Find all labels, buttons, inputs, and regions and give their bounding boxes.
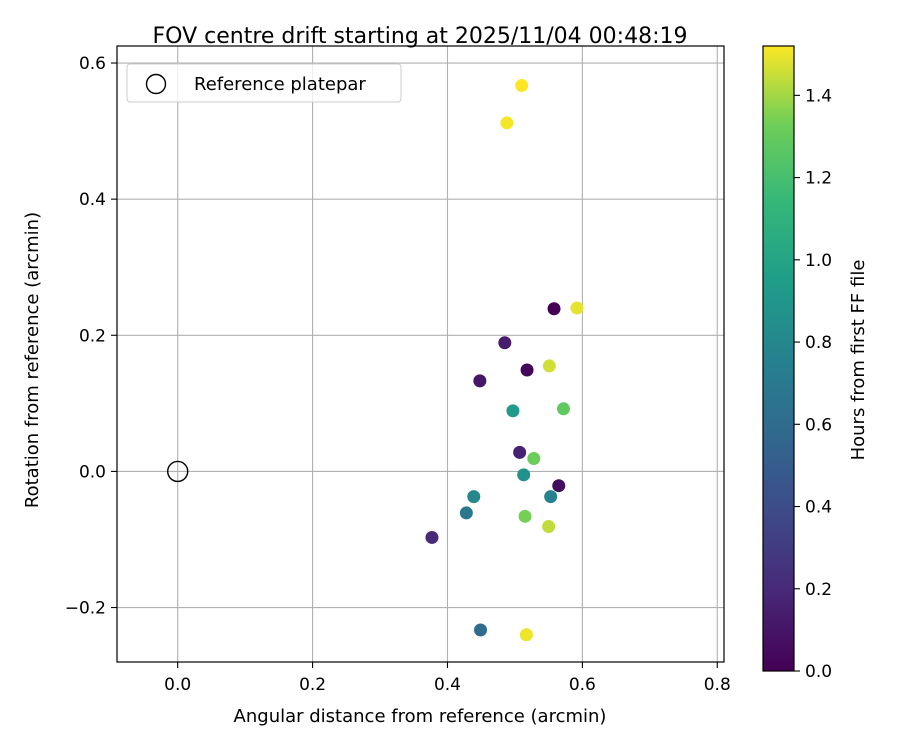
data-point bbox=[519, 628, 533, 642]
legend-marker-icon bbox=[145, 73, 167, 95]
data-point bbox=[527, 451, 541, 465]
colorbar-tick-label: 0.6 bbox=[805, 415, 832, 435]
data-point bbox=[513, 445, 527, 459]
colorbar-tick-label: 0.4 bbox=[805, 498, 832, 518]
data-point bbox=[542, 359, 556, 373]
chart-title: FOV centre drift starting at 2025/11/04 … bbox=[153, 24, 688, 49]
legend-label: Reference platepar bbox=[194, 74, 366, 95]
data-point bbox=[570, 301, 584, 315]
colorbar-label: Hours from first FF file bbox=[848, 260, 869, 461]
data-point bbox=[518, 509, 532, 523]
data-point bbox=[425, 530, 439, 544]
data-point bbox=[542, 520, 556, 534]
colorbar-tick-label: 1.4 bbox=[805, 86, 832, 106]
colorbar-tick-label: 1.0 bbox=[805, 251, 832, 271]
colorbar bbox=[762, 45, 795, 672]
x-tick-label: 0.4 bbox=[434, 675, 461, 695]
grid-lines bbox=[117, 46, 724, 662]
colorbar-tick-label: 1.2 bbox=[805, 169, 832, 189]
y-axis-ticks: −0.2 0.0 0.2 0.4 0.6 bbox=[65, 54, 117, 619]
colorbar-tick-label: 0.2 bbox=[805, 580, 832, 600]
data-point bbox=[552, 479, 566, 493]
colorbar-tick-label: 0.8 bbox=[805, 333, 832, 353]
x-tick-label: 0.0 bbox=[164, 675, 191, 695]
legend: Reference platepar bbox=[126, 63, 402, 103]
data-point bbox=[517, 468, 531, 482]
data-point bbox=[506, 404, 520, 418]
x-tick-label: 0.8 bbox=[704, 675, 731, 695]
data-point bbox=[467, 490, 481, 504]
data-points bbox=[425, 78, 584, 642]
colorbar-tick-label: 0.0 bbox=[805, 662, 832, 682]
data-point bbox=[556, 402, 570, 416]
y-tick-label: 0.4 bbox=[79, 190, 106, 210]
data-point bbox=[498, 336, 512, 350]
plot-frame bbox=[116, 45, 725, 663]
x-tick-label: 0.6 bbox=[569, 675, 596, 695]
data-point bbox=[473, 374, 487, 388]
y-tick-label: −0.2 bbox=[65, 599, 106, 619]
x-tick-label: 0.2 bbox=[299, 675, 326, 695]
colorbar-ticks: 0.0 0.2 0.4 0.6 0.8 1.0 1.2 1.4 bbox=[794, 86, 832, 682]
data-point bbox=[474, 623, 488, 637]
y-tick-label: 0.2 bbox=[79, 326, 106, 346]
reference-platepar-marker bbox=[166, 460, 189, 483]
data-point bbox=[500, 116, 514, 130]
data-point bbox=[520, 363, 534, 377]
x-axis-ticks: 0.0 0.2 0.4 0.6 0.8 bbox=[164, 662, 731, 695]
legend-box bbox=[126, 63, 402, 103]
reference-marker-group bbox=[166, 460, 189, 483]
x-axis-label: Angular distance from reference (arcmin) bbox=[234, 706, 607, 727]
y-axis-label: Rotation from reference (arcmin) bbox=[22, 212, 43, 508]
y-tick-label: 0.6 bbox=[79, 54, 106, 74]
data-point bbox=[459, 506, 473, 520]
data-point bbox=[547, 302, 561, 316]
data-point bbox=[544, 490, 558, 504]
y-tick-label: 0.0 bbox=[79, 462, 106, 482]
data-point bbox=[515, 78, 529, 92]
